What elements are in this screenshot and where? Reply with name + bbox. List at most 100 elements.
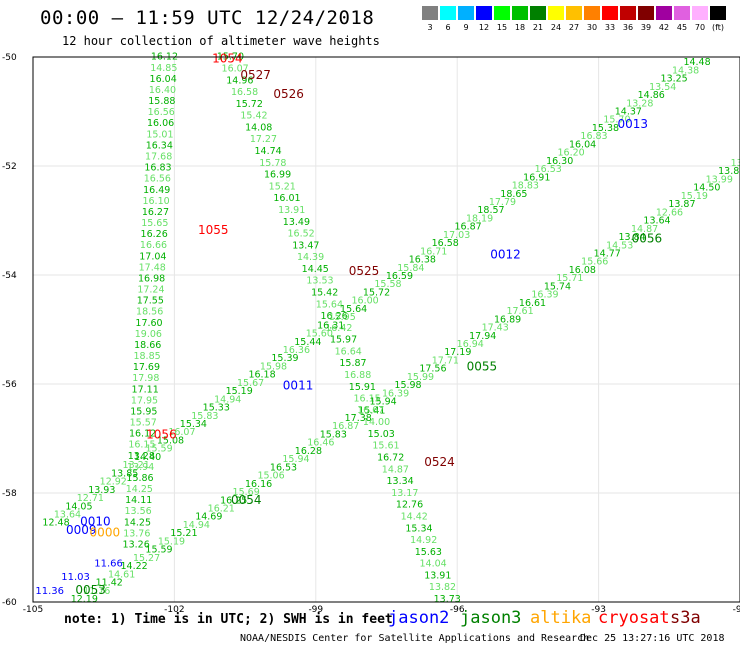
wave-height-label: 19.06 bbox=[135, 329, 162, 340]
x-tick-label: -105 bbox=[23, 605, 43, 615]
wave-height-label: 16.87 bbox=[332, 421, 359, 432]
page-title: 00:00 – 11:59 UTC 12/24/2018 bbox=[40, 7, 375, 29]
wave-height-label: 14.87 bbox=[631, 224, 658, 235]
wave-height-label: 16.01 bbox=[273, 193, 300, 204]
satellite-s3a: s3a bbox=[670, 608, 701, 628]
wave-height-label: 15.97 bbox=[330, 335, 357, 346]
pass-time-tag: 0526 bbox=[273, 87, 304, 101]
wave-height-label: 15.78 bbox=[259, 158, 286, 169]
wave-height-label: 15.33 bbox=[203, 403, 230, 414]
y-tick-label: -60 bbox=[2, 598, 17, 608]
y-tick-label: -56 bbox=[2, 380, 17, 390]
axis-ticks: -105 -102 -99 -96 -93 -90 -50 -52 -54 -56 -58 -60 bbox=[2, 53, 740, 615]
wave-height-label: 15.95 bbox=[329, 312, 356, 323]
wave-height-label: 18.83 bbox=[512, 181, 539, 192]
wave-height-label: 13.89 bbox=[718, 166, 740, 177]
x-tick-label: -93 bbox=[591, 605, 606, 615]
wave-height-label: 16.59 bbox=[386, 271, 413, 282]
legend-swatch bbox=[494, 6, 510, 20]
wave-height-label: 15.83 bbox=[191, 411, 218, 422]
wave-height-label: 16.98 bbox=[138, 273, 165, 284]
wave-height-label: 17.61 bbox=[506, 306, 533, 317]
x-tick-label: -90 bbox=[733, 605, 740, 615]
wave-height-label: 18.57 bbox=[477, 205, 504, 216]
wave-height-label: 16.94 bbox=[457, 339, 484, 350]
legend-label: 39 bbox=[640, 23, 652, 32]
wave-height-label: 15.42 bbox=[311, 287, 338, 298]
pass-time-tag: 1055 bbox=[198, 223, 229, 237]
wave-height-label: 15.65 bbox=[141, 218, 168, 229]
x-tick-label: -102 bbox=[164, 605, 184, 615]
wave-height-label: 15.91 bbox=[349, 382, 376, 393]
wave-height-label: 15.61 bbox=[372, 441, 399, 452]
wave-height-label: 13.25 bbox=[661, 74, 688, 85]
wave-height-label: 13.28 bbox=[626, 98, 653, 109]
pass-time-tag: 0053 bbox=[75, 583, 106, 597]
wave-height-label: 14.87 bbox=[382, 464, 409, 475]
wave-height-label: 15.41 bbox=[358, 405, 385, 416]
wave-height-label: 15.34 bbox=[405, 523, 432, 534]
wave-height-label: 14.25 bbox=[124, 517, 151, 528]
wave-height-label: 16.15 bbox=[128, 440, 155, 451]
legend-label: 21 bbox=[532, 23, 544, 32]
legend-label: 30 bbox=[586, 23, 598, 32]
legend-label: 3 bbox=[427, 23, 433, 32]
wave-height-label: 14.77 bbox=[594, 248, 621, 259]
wave-height-label: 15.27 bbox=[133, 553, 160, 564]
wave-height-label: 11.42 bbox=[96, 578, 123, 589]
satellite-jason2: jason2 bbox=[388, 608, 450, 628]
wave-height-label: 16.52 bbox=[288, 229, 315, 240]
wave-height-label: 13.84 bbox=[619, 232, 646, 243]
credit-timestamp: Dec 25 13:27:16 UTC 2018 bbox=[580, 633, 725, 644]
wave-height-label: 14.22 bbox=[121, 561, 148, 572]
legend-swatch bbox=[620, 6, 636, 20]
wave-height-label: 17.68 bbox=[145, 151, 172, 162]
legend-label: 42 bbox=[658, 23, 670, 32]
wave-height-label: 13.82 bbox=[429, 582, 456, 593]
wave-height-label: 12.48 bbox=[42, 518, 69, 529]
wave-height-label: 12.92 bbox=[100, 477, 127, 488]
wave-height-label: 16.08 bbox=[569, 265, 596, 276]
wave-height-label: 18.65 bbox=[500, 189, 527, 200]
wave-height-label: 14.25 bbox=[126, 484, 153, 495]
wave-height-label: 14.39 bbox=[297, 252, 324, 263]
wave-height-label: 16.72 bbox=[377, 453, 404, 464]
wave-height-label: 15.19 bbox=[226, 386, 253, 397]
legend-label: 6 bbox=[445, 23, 451, 32]
wave-height-label: 16.56 bbox=[144, 174, 171, 185]
wave-height-label: 17.48 bbox=[139, 262, 166, 273]
wave-height-label: 15.70 bbox=[603, 115, 630, 126]
wave-height-label: 15.59 bbox=[145, 444, 172, 455]
wave-height-label: 16.67 bbox=[357, 405, 384, 416]
legend-swatch bbox=[458, 6, 474, 20]
wave-height-label: 18.56 bbox=[136, 307, 163, 318]
wave-height-label: 13.73 bbox=[434, 594, 461, 605]
plot-frame bbox=[32, 56, 740, 603]
legend-swatch bbox=[692, 6, 708, 20]
wave-height-label: 13.64 bbox=[643, 216, 670, 227]
wave-height-label: 15.21 bbox=[269, 181, 296, 192]
wave-height-label: 17.24 bbox=[137, 285, 164, 296]
wave-height-label: 17.60 bbox=[135, 318, 162, 329]
y-tick-label: -50 bbox=[2, 53, 17, 63]
wave-height-label: 16.87 bbox=[455, 222, 482, 233]
satellite-altika: altika bbox=[530, 608, 592, 628]
legend-label: 24 bbox=[550, 23, 562, 32]
wave-height-label: 12.19 bbox=[71, 594, 98, 605]
wave-height-label: 15.57 bbox=[130, 418, 157, 429]
wave-height-label: 12.71 bbox=[77, 493, 104, 504]
wave-height-label: 16.00 bbox=[351, 296, 378, 307]
wave-height-label: 16.30 bbox=[546, 156, 573, 167]
wave-height-label: 15.39 bbox=[271, 353, 298, 364]
legend-swatch bbox=[638, 6, 654, 20]
altimeter-tracks: 16.1214.8516.0416.4015.8816.5616.0615.01… bbox=[42, 52, 740, 605]
wave-height-label: 16.64 bbox=[335, 346, 362, 357]
legend-swatch bbox=[656, 6, 672, 20]
wave-height-label: 14.94 bbox=[183, 520, 210, 531]
wave-height-label: 17.19 bbox=[444, 347, 471, 358]
wave-height-label: 15.83 bbox=[320, 429, 347, 440]
wave-height-label: 16.07 bbox=[168, 427, 195, 438]
wave-height-label: 15.99 bbox=[407, 372, 434, 383]
wave-height-label: 15.34 bbox=[180, 419, 207, 430]
y-tick-label: -54 bbox=[2, 271, 17, 281]
